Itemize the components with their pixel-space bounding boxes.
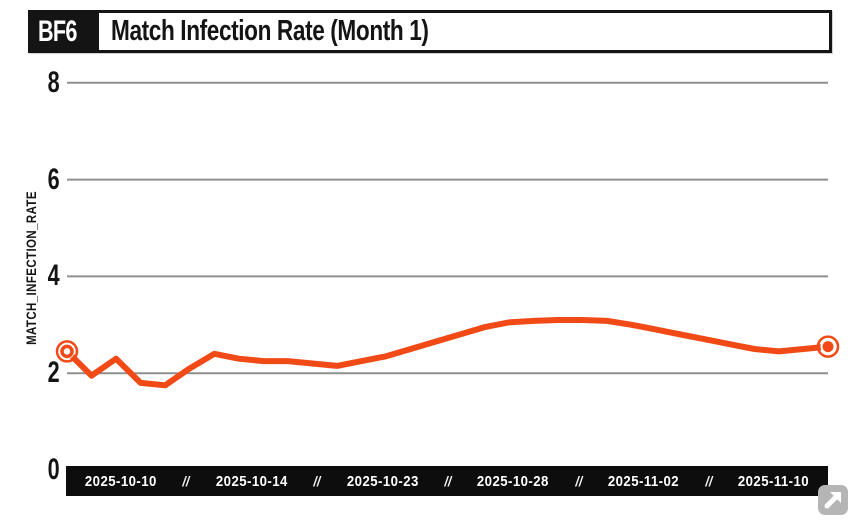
y-tick-label: 4 bbox=[47, 259, 60, 293]
start-point-marker bbox=[55, 340, 79, 363]
x-tick-separator: // bbox=[313, 473, 321, 489]
brand-badge: BF6 bbox=[31, 13, 99, 50]
x-tick-separator: // bbox=[444, 473, 452, 489]
x-tick-label: 2025-10-14 bbox=[215, 472, 288, 490]
x-tick-separator: // bbox=[704, 473, 712, 489]
brand-badge-label: BF6 bbox=[38, 14, 77, 48]
x-tick-label: 2025-10-23 bbox=[346, 472, 419, 490]
x-tick-label: 2025-11-10 bbox=[737, 472, 810, 490]
external-link-icon[interactable] bbox=[816, 483, 850, 517]
x-tick-label: 2025-11-02 bbox=[607, 472, 680, 490]
y-tick-label: 2 bbox=[47, 356, 60, 390]
x-tick-label: 2025-10-10 bbox=[84, 472, 157, 490]
y-tick-label: 0 bbox=[47, 453, 60, 486]
x-axis-bar: 2025-10-10 // 2025-10-14 // 2025-10-23 // 2025… bbox=[66, 466, 828, 496]
x-tick-separator: // bbox=[182, 473, 190, 489]
x-tick-separator: // bbox=[575, 473, 583, 489]
chart-header: BF6 Match Infection Rate (Month 1) bbox=[28, 10, 832, 53]
end-point-marker bbox=[816, 335, 840, 358]
y-tick-label: 8 bbox=[47, 65, 60, 99]
page-title: Match Infection Rate (Month 1) bbox=[110, 15, 429, 47]
data-line bbox=[64, 317, 831, 389]
x-tick-label: 2025-10-28 bbox=[477, 472, 550, 490]
y-tick-label: 6 bbox=[47, 162, 60, 196]
